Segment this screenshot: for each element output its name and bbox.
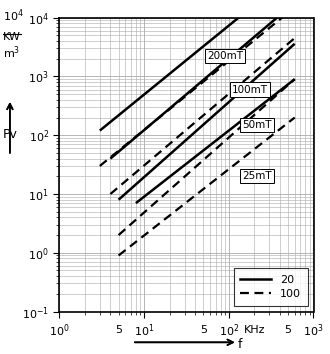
Text: 5: 5 — [115, 325, 122, 335]
Text: Pv: Pv — [2, 128, 17, 141]
Text: 5: 5 — [284, 325, 291, 335]
Text: 200mT: 200mT — [207, 51, 243, 61]
Text: $10^4$: $10^4$ — [3, 8, 24, 24]
Text: f: f — [238, 338, 242, 350]
Text: 25mT: 25mT — [243, 171, 272, 181]
Text: 5: 5 — [200, 325, 207, 335]
Text: KHz: KHz — [244, 325, 265, 335]
Text: 50mT: 50mT — [243, 120, 272, 130]
Text: 100mT: 100mT — [232, 85, 268, 95]
Text: KW: KW — [3, 32, 21, 42]
Text: m$^3$: m$^3$ — [3, 44, 20, 61]
Legend: 20, 100: 20, 100 — [234, 268, 308, 306]
